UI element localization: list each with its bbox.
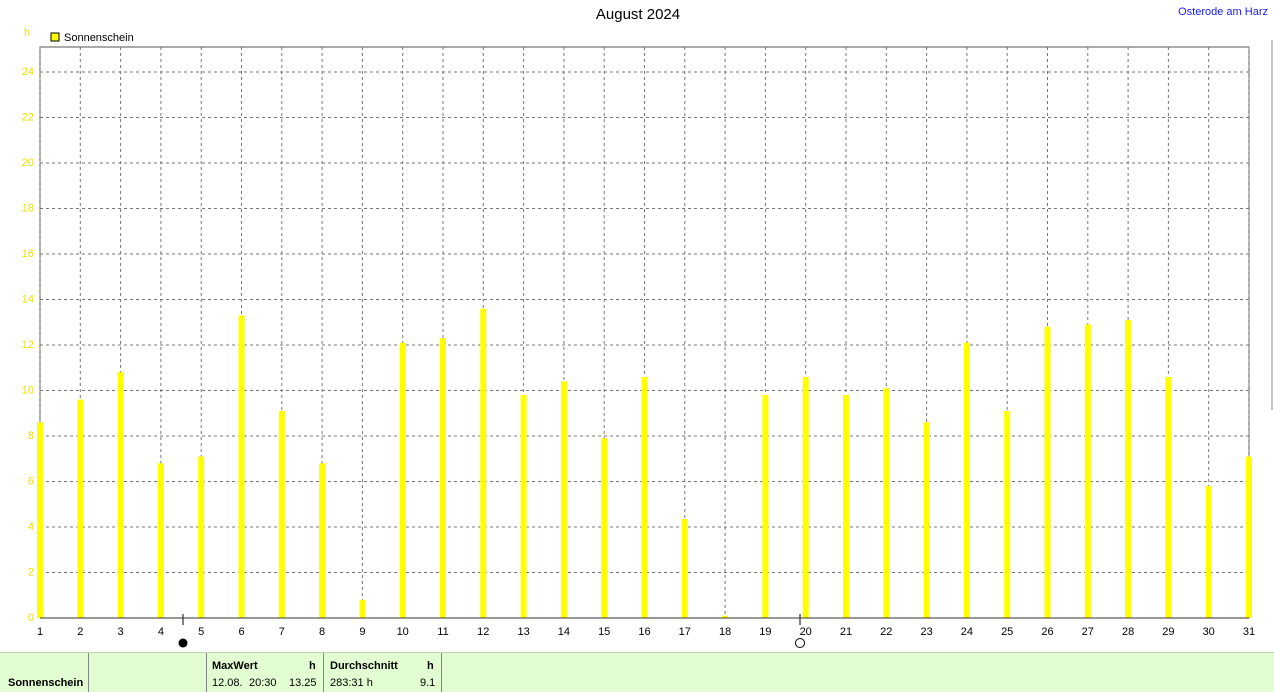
x-tick-label: 16	[638, 626, 650, 638]
cell	[89, 653, 207, 692]
legend-label: Sonnenschein	[64, 32, 134, 44]
y-tick-label: 2	[28, 566, 34, 578]
x-tick-label: 17	[679, 626, 691, 638]
x-tick-label: 10	[397, 626, 409, 638]
legend-swatch	[50, 32, 60, 42]
x-tick-label: 25	[1001, 626, 1013, 638]
max-time: 20:30	[249, 677, 277, 689]
bar	[1205, 486, 1212, 618]
bar	[843, 395, 849, 618]
y-tick-label: 6	[28, 475, 34, 487]
bar	[1165, 376, 1172, 618]
y-tick-label: 8	[28, 430, 34, 442]
x-tick-label: 23	[920, 626, 932, 638]
chart-title: August 2024	[596, 6, 680, 23]
x-tick-label: 5	[198, 626, 204, 638]
avg-label: Durchschnitt	[330, 660, 398, 672]
x-tick-label: 11	[437, 626, 448, 638]
x-tick-label: 24	[961, 626, 973, 638]
avg-value: 9.1	[420, 677, 436, 689]
bar	[359, 599, 366, 618]
x-tick-label: 19	[759, 626, 771, 638]
bar	[198, 456, 205, 618]
x-tick-label: 30	[1203, 626, 1215, 638]
chart: August 2024 Osterode am Harz h Sonnensch…	[22, 6, 1273, 648]
bar	[1044, 326, 1051, 618]
x-tick-label: 6	[238, 626, 244, 638]
avg-unit: h	[427, 660, 434, 672]
avg-total: 283:31 h	[330, 677, 373, 689]
bar	[1125, 319, 1132, 618]
cell: MaxWert h 12.08. 20:30 13.25	[207, 653, 324, 692]
bar	[560, 381, 567, 618]
x-tick-label: 9	[359, 626, 365, 638]
x-tick-label: 20	[800, 626, 812, 638]
full-moon	[795, 638, 805, 648]
y-tick-label: 18	[22, 202, 34, 214]
location: Osterode am Harz	[1178, 6, 1268, 18]
x-tick-label: 2	[77, 626, 83, 638]
y-tick-label: 16	[22, 248, 34, 260]
x-tick-label: 4	[158, 626, 164, 638]
y-tick-label: 24	[22, 66, 34, 78]
bar	[278, 410, 285, 618]
y-tick-label: 22	[22, 111, 34, 123]
bar	[601, 438, 608, 618]
max-value: 13.25	[289, 677, 317, 689]
bar	[319, 463, 326, 618]
cell: Durchschnitt h 283:31 h 9.1	[324, 653, 442, 692]
x-tick-label: 26	[1041, 626, 1053, 638]
y-tick-label: 4	[28, 521, 34, 533]
cell: Sonnenschein	[0, 653, 89, 692]
y-tick-label: 20	[22, 157, 34, 169]
x-tick-label: 28	[1122, 626, 1134, 638]
max-unit: h	[309, 660, 316, 672]
x-tick-label: 13	[517, 626, 529, 638]
bar	[1246, 456, 1252, 618]
x-tick-label: 27	[1082, 626, 1094, 638]
row-label: Sonnenschein	[8, 677, 84, 689]
x-tick-label: 29	[1162, 626, 1174, 638]
x-tick-label: 18	[719, 626, 731, 638]
x-tick-label: 12	[477, 626, 489, 638]
x-tick-label: 21	[840, 626, 852, 638]
x-tick-label: 22	[880, 626, 892, 638]
bar	[37, 422, 43, 618]
bar	[883, 388, 890, 618]
x-tick-label: 1	[37, 626, 43, 638]
x-tick-label: 7	[279, 626, 285, 638]
bar	[480, 308, 487, 618]
bar	[157, 463, 164, 618]
max-date: 12.08.	[212, 677, 243, 689]
new-moon	[178, 638, 188, 648]
bar	[963, 342, 970, 618]
x-tick-label: 14	[558, 626, 570, 638]
summary-panel: Sonnenschein MaxWert h 12.08. 20:30 13.2…	[0, 652, 1274, 692]
bar	[802, 376, 809, 618]
bar	[238, 315, 245, 618]
y-tick-label: 10	[22, 384, 34, 396]
x-tick-label: 8	[319, 626, 325, 638]
bar	[117, 372, 124, 618]
bar	[722, 615, 729, 618]
y-axis-label: h	[24, 27, 30, 39]
max-label: MaxWert	[212, 660, 258, 672]
y-tick-label: 0	[28, 612, 34, 624]
y-tick-label: 12	[22, 339, 34, 351]
x-tick-label: 15	[598, 626, 610, 638]
y-tick-label: 14	[22, 293, 34, 305]
x-tick-label: 3	[118, 626, 124, 638]
bar	[440, 338, 446, 618]
bar	[762, 395, 769, 618]
bar	[641, 376, 648, 618]
bar	[1004, 410, 1011, 618]
bar	[399, 342, 406, 618]
bar	[923, 422, 930, 618]
bar	[1084, 324, 1091, 618]
bar	[520, 395, 527, 618]
x-tick-label: 31	[1243, 626, 1255, 638]
bar	[681, 519, 688, 618]
bar	[77, 399, 84, 618]
